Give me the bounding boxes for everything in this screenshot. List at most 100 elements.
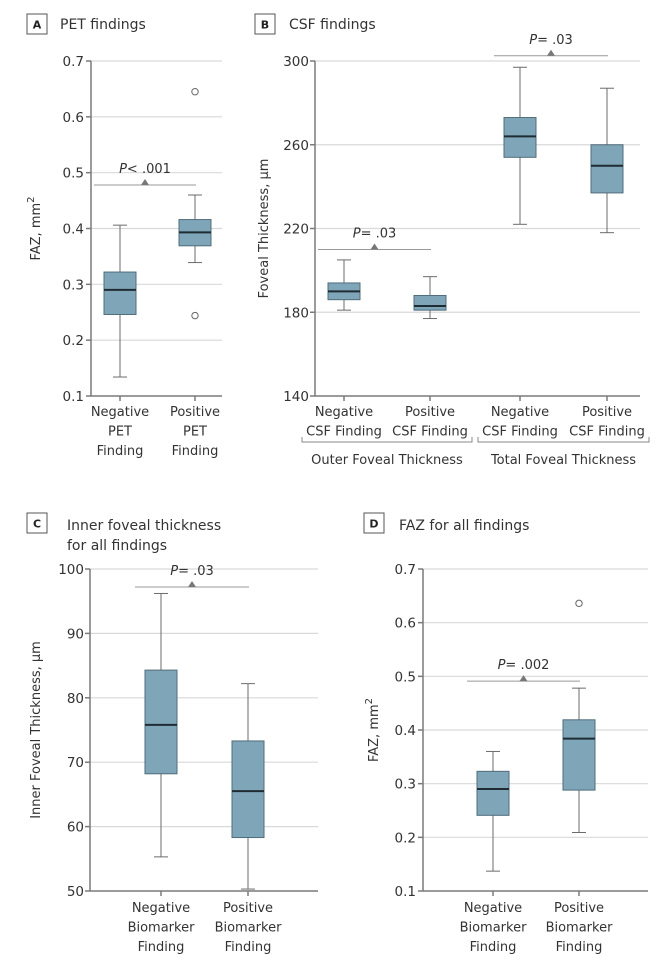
box-1	[413, 276, 447, 320]
panel-letter-box	[26, 512, 48, 534]
y-tick-label: 90	[67, 626, 84, 642]
x-category-label: CSF Finding	[392, 425, 468, 440]
p-value-label: P< .001	[119, 162, 171, 177]
x-category-label: Finding	[470, 940, 517, 955]
x-category-label: CSF Finding	[569, 425, 645, 440]
x-category-label: Positive	[582, 405, 632, 420]
p-value-label: P= .03	[170, 564, 214, 579]
iqr-box	[503, 117, 537, 158]
box-1	[231, 683, 265, 890]
y-tick-label: 100	[58, 562, 84, 578]
iqr-box	[231, 740, 265, 839]
significance-marker	[370, 243, 379, 250]
panel-letter: D	[369, 518, 378, 531]
y-tick-label: 0.5	[63, 166, 84, 182]
panel-letter-box	[363, 512, 385, 534]
y-tick-label: 140	[283, 389, 309, 405]
panel-title: for all findings	[67, 538, 167, 554]
x-category-label: PET	[183, 425, 207, 440]
panel-title: PET findings	[60, 17, 146, 33]
outlier-point	[575, 599, 583, 608]
x-category-label: Negative	[464, 901, 522, 916]
box-0	[327, 259, 361, 311]
x-category-label: Biomarker	[215, 921, 283, 936]
y-tick-label: 60	[67, 820, 84, 836]
outlier-point	[191, 311, 199, 320]
significance-marker	[519, 675, 528, 682]
x-category-label: PET	[108, 425, 132, 440]
y-tick-label: 0.5	[395, 669, 416, 685]
y-tick-label: 300	[283, 54, 309, 70]
x-category-label: Positive	[170, 405, 220, 420]
y-tick-label: 0.3	[395, 777, 416, 793]
y-tick-label: 0.6	[395, 616, 416, 632]
iqr-box	[590, 144, 624, 194]
x-category-label: Biomarker	[128, 921, 196, 936]
iqr-box	[476, 770, 510, 816]
iqr-box	[103, 271, 137, 315]
panel-title: Inner foveal thickness	[67, 518, 221, 534]
x-category-label: Negative	[491, 405, 549, 420]
x-category-label: Positive	[223, 901, 273, 916]
x-category-label: Positive	[554, 901, 604, 916]
box-2	[503, 66, 537, 225]
y-tick-label: 70	[67, 755, 84, 771]
x-category-label: Biomarker	[546, 921, 614, 936]
significance-marker	[188, 581, 196, 588]
y-tick-label: 0.3	[63, 277, 84, 293]
iqr-box	[413, 295, 447, 311]
y-tick-label: 0.4	[395, 723, 416, 739]
y-tick-label: 180	[283, 305, 309, 321]
box-1	[562, 599, 596, 834]
y-tick-label: 50	[67, 884, 84, 900]
panel-c: C Inner foveal thickness for all findings 5…	[26, 512, 318, 955]
x-category-label: Negative	[315, 405, 373, 420]
panel-title: CSF findings	[289, 17, 376, 33]
y-tick-label: 80	[67, 691, 84, 707]
box-0	[476, 750, 510, 872]
box-1	[178, 88, 212, 320]
x-category-label: Negative	[132, 901, 190, 916]
box-0	[103, 224, 137, 378]
group-label: Total Foveal Thickness	[490, 453, 636, 468]
panel-letter: A	[33, 19, 42, 32]
y-tick-label: 260	[283, 138, 309, 154]
y-tick-label: 220	[283, 222, 309, 238]
panel-letter: C	[33, 518, 41, 531]
panel-a: A PET findings 0.1 0.2 0.3 0.4 0.5 0.6 0.7 FAZ, m…	[26, 13, 222, 459]
x-category-label: CSF Finding	[306, 425, 382, 440]
y-tick-label: 0.7	[63, 54, 84, 70]
group-bracket	[301, 437, 473, 443]
y-tick-label: 0.4	[63, 222, 84, 238]
y-tick-label: 0.6	[63, 110, 84, 126]
x-category-label: Finding	[172, 444, 219, 459]
y-axis-title: Foveal Thickness, µm	[257, 159, 272, 299]
panel-b: B CSF findings 140 180 220 260 300 Foveal Thick…	[254, 13, 650, 468]
y-axis-title: FAZ, mm2	[26, 196, 44, 260]
y-tick-label: 0.1	[63, 389, 84, 405]
x-category-label: Biomarker	[460, 921, 528, 936]
x-category-label: Finding	[225, 940, 272, 955]
panel-letter: B	[261, 19, 269, 32]
x-category-label: Finding	[138, 940, 185, 955]
y-tick-label: 0.2	[395, 830, 416, 846]
panel-d: D FAZ for all findings 0.1 0.2 0.3 0.4 0.5 0.6 0…	[363, 512, 648, 955]
x-category-label: Finding	[97, 444, 144, 459]
y-tick-label: 0.2	[63, 333, 84, 349]
x-category-label: CSF Finding	[482, 425, 558, 440]
y-tick-label: 0.7	[395, 562, 416, 578]
y-axis-title: Inner Foveal Thickness, µm	[29, 641, 44, 819]
x-category-label: Finding	[556, 940, 603, 955]
x-category-label: Positive	[405, 405, 455, 420]
y-axis-title: FAZ, mm2	[364, 698, 382, 762]
box-3	[590, 87, 624, 234]
iqr-box	[144, 669, 178, 775]
significance-marker	[141, 178, 149, 185]
y-tick-label: 0.1	[395, 884, 416, 900]
box-0	[144, 592, 178, 858]
p-value-label: P= .03	[529, 33, 573, 48]
p-value-label: P= .002	[498, 658, 550, 673]
p-value-label: P= .03	[353, 226, 397, 241]
x-category-label: Negative	[91, 405, 149, 420]
